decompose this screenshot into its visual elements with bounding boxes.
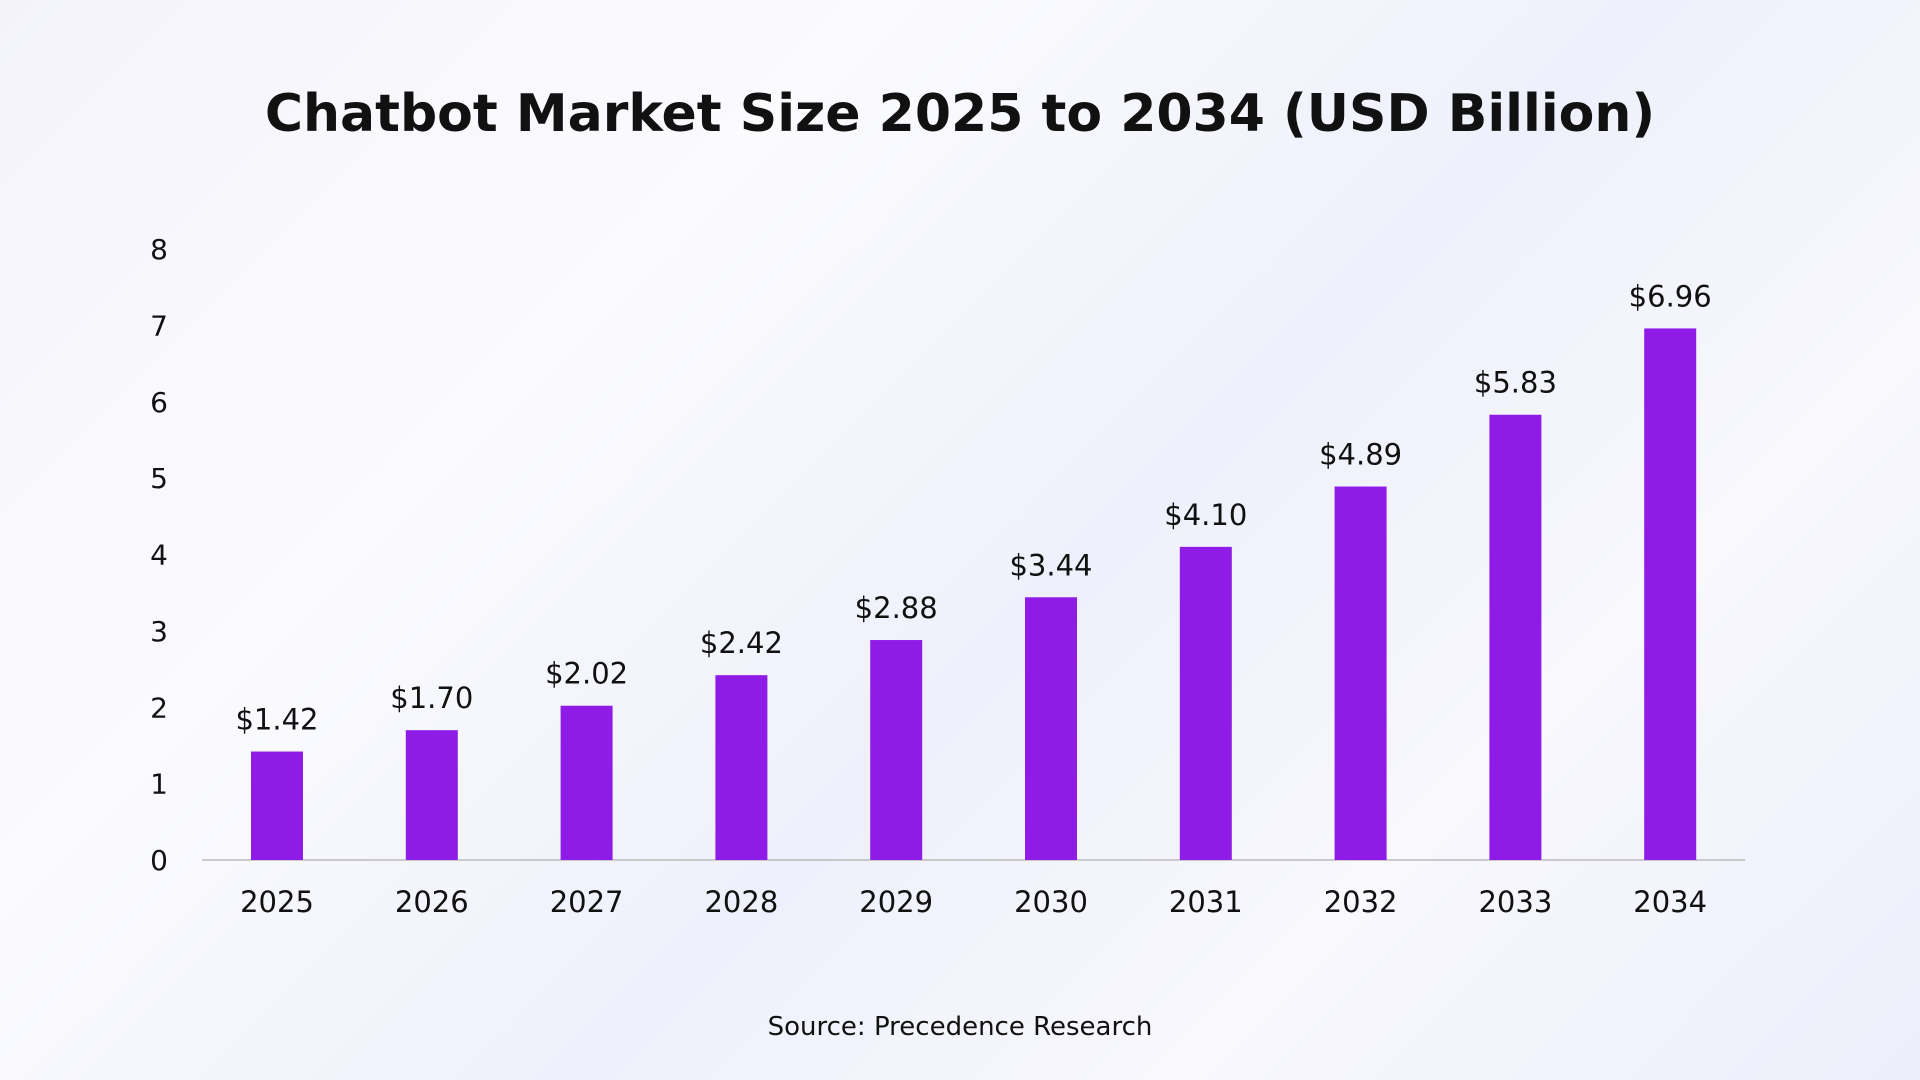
y-tick-label: 4 bbox=[150, 539, 168, 572]
x-tick-label: 2026 bbox=[395, 885, 469, 919]
y-tick-label: 2 bbox=[150, 691, 168, 724]
data-label: $2.02 bbox=[545, 657, 628, 691]
bar-2029 bbox=[870, 640, 923, 860]
bar-2031 bbox=[1179, 546, 1232, 860]
y-tick-label: 3 bbox=[150, 615, 168, 648]
x-tick-label: 2028 bbox=[704, 885, 778, 919]
bar-2025 bbox=[251, 751, 303, 860]
data-label: $4.89 bbox=[1319, 438, 1402, 472]
y-tick-label: 8 bbox=[150, 233, 168, 266]
data-label: $2.88 bbox=[855, 591, 938, 625]
data-label: $6.96 bbox=[1629, 279, 1712, 313]
source-note: Source: Precedence Research bbox=[767, 1012, 1153, 1042]
chart-title: Chatbot Market Size 2025 to 2034 (USD Bi… bbox=[264, 84, 1656, 144]
y-tick-label: 1 bbox=[150, 768, 168, 801]
bar-2034 bbox=[1644, 328, 1697, 860]
bar-2027 bbox=[560, 705, 613, 860]
x-tick-label: 2033 bbox=[1478, 885, 1552, 919]
x-tick-label: 2030 bbox=[1014, 885, 1088, 919]
x-tick-label: 2025 bbox=[240, 885, 314, 919]
y-tick-label: 5 bbox=[150, 462, 168, 495]
x-tick-label: 2029 bbox=[859, 885, 933, 919]
y-tick-label: 7 bbox=[150, 309, 168, 342]
data-label: $1.42 bbox=[235, 703, 318, 737]
x-tick-label: 2032 bbox=[1324, 885, 1398, 919]
data-label: $4.10 bbox=[1164, 498, 1247, 532]
data-label: $3.44 bbox=[1009, 548, 1092, 582]
data-label: $5.83 bbox=[1474, 366, 1557, 400]
bar-2026 bbox=[405, 730, 458, 860]
bar-2033 bbox=[1489, 414, 1542, 860]
x-tick-label: 2031 bbox=[1169, 885, 1243, 919]
x-tick-label: 2034 bbox=[1633, 885, 1707, 919]
y-tick-label: 6 bbox=[150, 386, 168, 419]
y-tick-label: 0 bbox=[150, 844, 168, 877]
x-tick-label: 2027 bbox=[550, 885, 624, 919]
bar-2030 bbox=[1025, 597, 1077, 860]
bar-2028 bbox=[715, 675, 768, 860]
data-label: $1.70 bbox=[390, 681, 473, 715]
bar-2032 bbox=[1334, 486, 1387, 860]
data-label: $2.42 bbox=[700, 626, 783, 660]
